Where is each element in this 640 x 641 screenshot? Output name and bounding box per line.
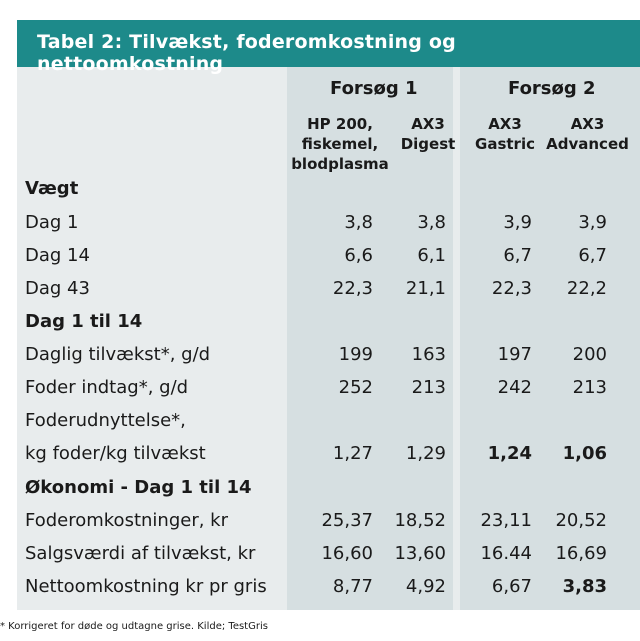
cell-value: 6,7 <box>503 245 532 266</box>
row-label: Dag 14 <box>25 245 90 266</box>
cell-value: 6,7 <box>578 245 607 266</box>
cell-value-highlight: 1,24 <box>487 443 532 464</box>
column-header-line: Gastric <box>475 135 535 153</box>
column-header-line: AX3 <box>411 115 445 133</box>
column-header-ax3-advanced: AX3 Advanced <box>545 114 630 154</box>
group-header-forsog1: Forsøg 1 <box>330 78 418 99</box>
cell-value: 21,1 <box>405 278 446 299</box>
row-label: Foderomkostninger, kr <box>25 510 228 531</box>
footnote: * Korrigeret for døde og udtagne grise. … <box>0 621 268 632</box>
cell-value: 6,67 <box>491 576 532 597</box>
cell-value: 1,29 <box>405 443 446 464</box>
section-header-vaegt: Vægt <box>25 178 79 199</box>
column-header-ax3-gastric: AX3 Gastric <box>470 114 540 154</box>
cell-value: 199 <box>338 344 373 365</box>
column-header-line: Advanced <box>546 135 629 153</box>
column-header-ax3-digest: AX3 Digest <box>398 114 458 154</box>
column-header-hp200: HP 200, fiskemel, blodplasma <box>290 114 390 174</box>
cell-value: 242 <box>497 377 532 398</box>
cell-value: 3,8 <box>344 212 373 233</box>
cell-value: 163 <box>411 344 446 365</box>
cell-value: 3,9 <box>503 212 532 233</box>
cell-value: 3,9 <box>578 212 607 233</box>
cell-value: 6,6 <box>344 245 373 266</box>
cell-value: 4,92 <box>405 576 446 597</box>
forsog2-column-band <box>460 67 640 610</box>
cell-value: 23,11 <box>480 510 532 531</box>
section-header-dag1til14: Dag 1 til 14 <box>25 311 143 332</box>
row-label: Nettoomkostning kr pr gris <box>25 576 267 597</box>
group-header-forsog2: Forsøg 2 <box>508 78 596 99</box>
column-header-line: AX3 <box>570 115 605 133</box>
cell-value: 13,60 <box>394 543 446 564</box>
cell-value: 213 <box>411 377 446 398</box>
cell-value-highlight: 1,06 <box>562 443 607 464</box>
column-header-line: fiskemel, <box>301 135 379 153</box>
cell-value: 3,8 <box>417 212 446 233</box>
cell-value: 200 <box>572 344 607 365</box>
cell-value: 213 <box>572 377 607 398</box>
cell-value: 22,3 <box>491 278 532 299</box>
cell-value: 16.44 <box>480 543 532 564</box>
table-title-bar: Tabel 2: Tilvækst, foderomkostning og ne… <box>17 20 640 75</box>
cell-value: 22,3 <box>332 278 373 299</box>
cell-value: 8,77 <box>332 576 373 597</box>
cell-value: 18,52 <box>394 510 446 531</box>
cell-value: 6,1 <box>417 245 446 266</box>
cell-value: 22,2 <box>566 278 607 299</box>
cell-value: 20,52 <box>555 510 607 531</box>
cell-value: 25,37 <box>321 510 373 531</box>
row-label: Dag 1 <box>25 212 79 233</box>
row-label: Dag 43 <box>25 278 90 299</box>
row-label: Salgsværdi af tilvækst, kr <box>25 543 256 564</box>
row-label: Daglig tilvækst*, g/d <box>25 344 211 365</box>
column-header-line: Digest <box>400 135 456 153</box>
column-header-line: HP 200, <box>307 115 373 133</box>
forsog1-column-band <box>287 67 453 610</box>
row-label: Foder indtag*, g/d <box>25 377 189 398</box>
cell-value-highlight: 3,83 <box>562 576 607 597</box>
column-header-line: blodplasma <box>291 155 389 173</box>
cell-value: 1,27 <box>332 443 373 464</box>
cell-value: 16,60 <box>321 543 373 564</box>
column-header-line: AX3 <box>488 115 522 133</box>
cell-value: 197 <box>497 344 532 365</box>
row-label: kg foder/kg tilvækst <box>25 443 206 464</box>
cell-value: 16,69 <box>555 543 607 564</box>
table-title: Tabel 2: Tilvækst, foderomkostning og ne… <box>37 31 456 75</box>
row-label: Foderudnyttelse*, <box>25 410 186 431</box>
section-header-okonomi: Økonomi - Dag 1 til 14 <box>25 477 252 498</box>
cell-value: 252 <box>338 377 373 398</box>
